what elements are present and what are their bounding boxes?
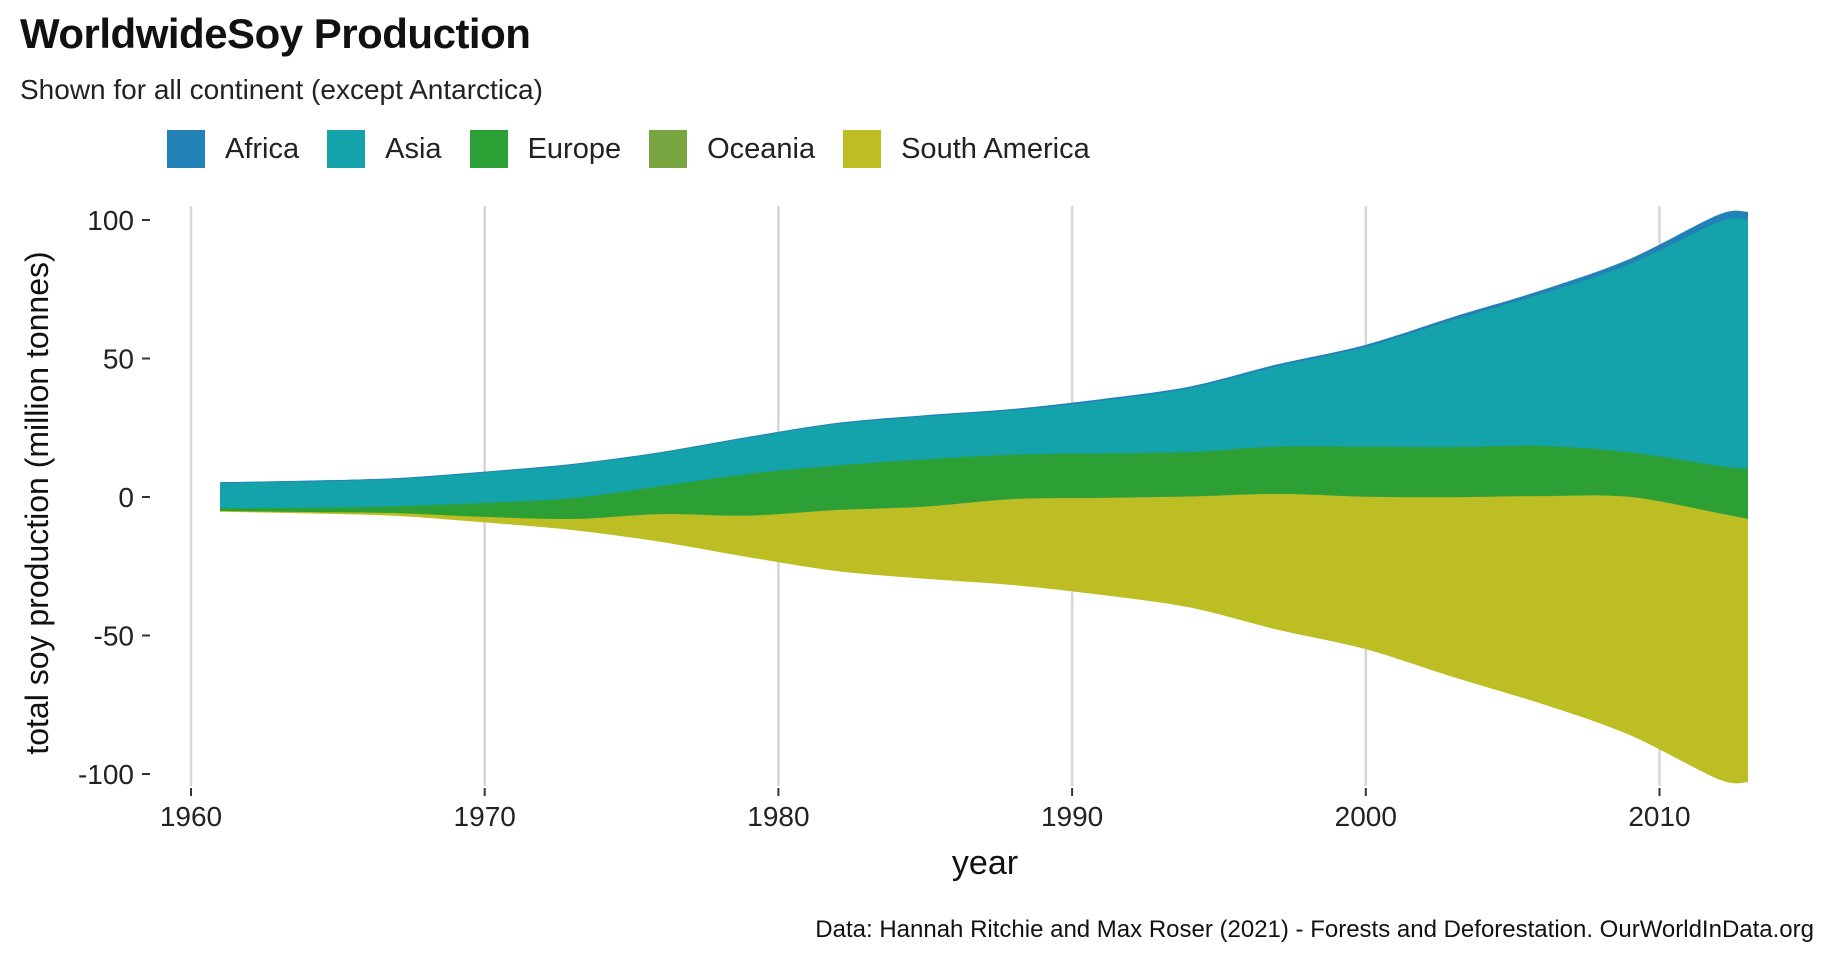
x-tick-label-2010: 2010 — [1628, 801, 1690, 832]
y-axis: 100 50 0 -50 -100 — [78, 205, 150, 790]
legend-item-asia: Asia — [327, 130, 442, 168]
y-tick-label--100: -100 — [78, 759, 134, 790]
legend-item-oceania: Oceania — [649, 130, 815, 168]
legend-label-africa: Africa — [225, 132, 300, 165]
legend-item-europe: Europe — [469, 130, 622, 168]
legend-label-oceania: Oceania — [707, 132, 816, 165]
legend-label-asia: Asia — [385, 132, 442, 165]
stream-south-america — [220, 493, 1748, 784]
legend-swatch-south-america — [843, 130, 882, 168]
legend: Africa Asia Europe Oceania South America — [167, 130, 1118, 168]
y-axis-label: total soy production (million tonnes) — [19, 251, 55, 754]
legend-item-africa: Africa — [167, 130, 299, 168]
x-axis-label: year — [952, 844, 1018, 882]
chart-caption: Data: Hannah Ritchie and Max Roser (2021… — [815, 916, 1814, 943]
stream-areas — [220, 210, 1748, 784]
x-tick-label-1970: 1970 — [454, 801, 516, 832]
legend-label-south-america: South America — [901, 132, 1090, 165]
y-tick-label--50: -50 — [94, 621, 134, 652]
chart-title: WorldwideSoy Production — [20, 10, 531, 57]
chart-subtitle: Shown for all continent (except Antarcti… — [20, 74, 543, 105]
x-tick-label-1960: 1960 — [160, 801, 222, 832]
x-tick-label-1990: 1990 — [1041, 801, 1103, 832]
y-tick-label-100: 100 — [87, 205, 134, 236]
legend-label-europe: Europe — [527, 132, 622, 165]
legend-swatch-asia — [327, 130, 366, 168]
y-tick-label-50: 50 — [103, 344, 134, 375]
y-tick-label-0: 0 — [118, 482, 134, 513]
x-tick-label-1980: 1980 — [747, 801, 809, 832]
x-axis: 1960 1970 1980 1990 2000 2010 — [160, 788, 1691, 832]
x-tick-label-2000: 2000 — [1335, 801, 1397, 832]
legend-swatch-africa — [167, 130, 205, 168]
legend-swatch-europe — [469, 130, 508, 168]
stream-africa — [220, 210, 1748, 484]
legend-item-south-america: South America — [843, 130, 1090, 168]
legend-swatch-oceania — [649, 130, 688, 168]
